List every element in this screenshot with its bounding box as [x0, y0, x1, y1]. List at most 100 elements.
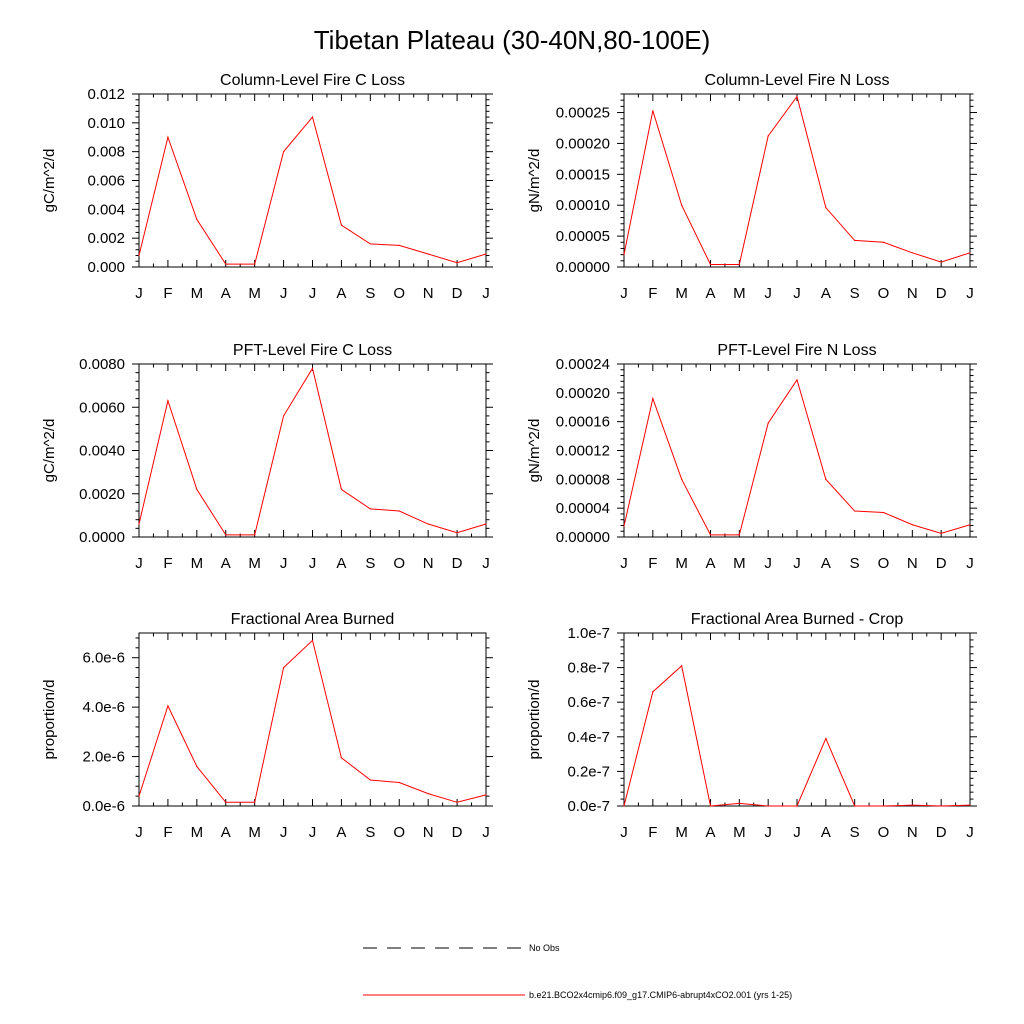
panel-6: J F M A M J J A S O N D J0.0e-70.2e-70.4e-70.6e-70.8… — [526, 611, 977, 841]
y-tick-label: 0.00000 — [556, 259, 610, 276]
x-tick-label: J — [966, 824, 974, 841]
data-point — [138, 795, 140, 797]
panel-title: PFT-Level Fire N Loss — [717, 342, 876, 359]
y-tick-label: 1.0e-7 — [567, 625, 610, 642]
x-tick-label: J — [966, 285, 974, 302]
data-point — [282, 415, 285, 417]
panel-title: Column-Level Fire C Loss — [220, 72, 405, 89]
x-tick-label: M — [675, 555, 688, 572]
plot-frame — [623, 632, 971, 807]
y-axis-label: proportion/d — [41, 679, 58, 759]
panel-4: J F M A M J J A S O N D J0.000000.000040.000080.0001… — [526, 342, 977, 572]
y-tick-label: 0.0e-7 — [567, 798, 610, 815]
data-point — [167, 136, 169, 138]
data-point — [681, 665, 683, 667]
data-point — [427, 523, 429, 525]
data-point — [767, 805, 769, 807]
data-point — [282, 151, 285, 153]
y-tick-label: 0.0000 — [79, 529, 125, 546]
y-axis-label: gN/m^2/d — [526, 149, 543, 213]
data-point — [969, 804, 971, 806]
y-tick-label: 0.004 — [87, 201, 125, 218]
x-tick-label: A — [221, 824, 231, 841]
series-line — [138, 116, 487, 265]
x-tick-label: N — [423, 285, 434, 302]
y-axis-label: proportion/d — [526, 679, 543, 759]
y-tick-label: 0.0040 — [79, 443, 125, 460]
data-point — [911, 524, 913, 526]
panel-title: Fractional Area Burned — [231, 611, 395, 628]
data-point — [940, 532, 942, 534]
y-tick-label: 0.012 — [87, 86, 125, 103]
data-point — [969, 252, 971, 254]
data-point — [340, 488, 343, 491]
data-point — [225, 263, 227, 265]
panel-5: J F M A M J J A S O N D J0.0e-62.0e-64.0e-66.0e-6Fra… — [41, 611, 493, 841]
y-tick-label: 0.002 — [87, 230, 125, 247]
x-tick-label: A — [821, 555, 831, 572]
data-point — [796, 379, 798, 381]
x-tick-label: J — [135, 285, 143, 302]
data-point — [652, 691, 654, 693]
plot-frame — [623, 93, 971, 268]
x-tick-label: J — [280, 285, 288, 302]
x-tick-label: D — [452, 824, 463, 841]
x-tick-label: J — [620, 285, 628, 302]
x-tick-label: A — [336, 285, 346, 302]
x-tick-label: J — [280, 555, 288, 572]
data-point — [623, 805, 625, 807]
data-point — [738, 802, 740, 805]
y-tick-label: 4.0e-6 — [82, 699, 125, 716]
x-tick-label: J — [793, 555, 801, 572]
series-line — [623, 664, 971, 807]
y-tick-label: 0.00005 — [556, 228, 610, 245]
data-point — [882, 805, 885, 807]
x-tick-label: J — [309, 555, 317, 572]
x-tick-label: J — [793, 285, 801, 302]
y-tick-label: 0.008 — [87, 144, 125, 161]
y-axis-label: gC/m^2/d — [41, 419, 58, 483]
data-point — [854, 805, 856, 807]
data-point — [340, 224, 343, 226]
x-tick-label: F — [648, 285, 657, 302]
data-point — [311, 639, 314, 642]
legend-model-label: b.e21.BCO2x4cmip6.f09_g17.CMIP6-abrupt4x… — [529, 990, 792, 1000]
x-tick-label: S — [365, 285, 375, 302]
x-tick-label: M — [733, 285, 746, 302]
x-tick-label: A — [705, 555, 715, 572]
figure-title: Tibetan Plateau (30-40N,80-100E) — [314, 25, 711, 55]
y-tick-label: 0.00012 — [556, 443, 610, 460]
plot-frame — [138, 363, 487, 538]
data-point — [225, 534, 227, 536]
data-point — [738, 263, 740, 266]
x-tick-label: O — [393, 285, 405, 302]
data-point — [854, 239, 856, 242]
legend: No Obs b.e21.BCO2x4cmip6.f09_g17.CMIP6-a… — [363, 943, 792, 1000]
series-line — [138, 639, 487, 803]
y-tick-label: 0.00016 — [556, 414, 610, 431]
data-point — [709, 534, 712, 536]
x-tick-label: J — [620, 824, 628, 841]
data-point — [369, 243, 371, 245]
x-tick-label: M — [191, 285, 204, 302]
x-tick-label: D — [452, 555, 463, 572]
x-tick-label: D — [936, 555, 947, 572]
data-point — [882, 241, 885, 243]
data-point — [767, 422, 769, 424]
panel-title: Fractional Area Burned - Crop — [691, 611, 904, 628]
x-tick-label: F — [163, 555, 172, 572]
data-point — [825, 737, 827, 740]
x-tick-label: F — [163, 824, 172, 841]
data-point — [196, 218, 198, 221]
y-tick-label: 0.0e-6 — [82, 798, 125, 815]
data-point — [369, 508, 371, 510]
y-tick-label: 0.00008 — [556, 471, 610, 488]
panel-3: J F M A M J J A S O N D J0.00000.00200.00400.00600.0… — [41, 342, 493, 572]
x-tick-label: M — [191, 555, 204, 572]
plot-frame — [138, 632, 487, 807]
data-point — [254, 534, 256, 536]
y-tick-label: 0.00000 — [556, 529, 610, 546]
y-tick-label: 2.0e-6 — [82, 749, 125, 766]
data-point — [767, 135, 769, 137]
